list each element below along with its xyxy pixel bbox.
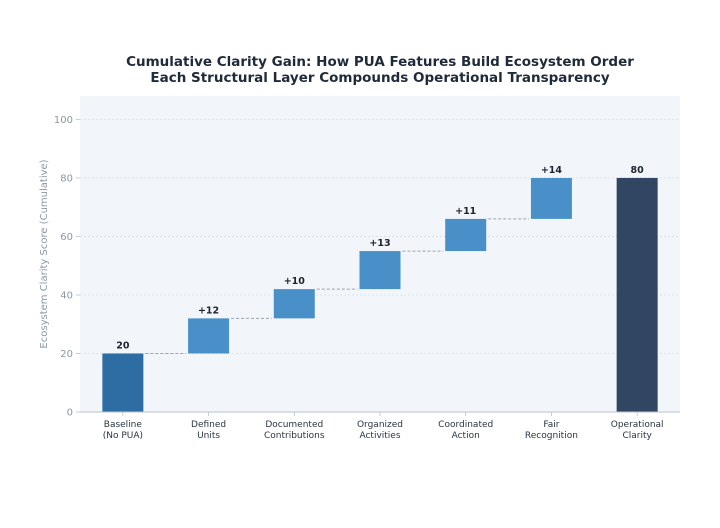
value-labels: 20 +12 +10 +13 +11 +14 80 [116,165,644,352]
x-tick-label-3-0: Organized [357,420,403,430]
x-tick-label-1-0: Defined [191,420,226,430]
x-tick-label-5-0: Fair [543,420,559,430]
x-tick-label-5-1: Recognition [525,431,578,441]
bar-1 [188,318,230,354]
bar-value-label-2: +10 [284,276,306,287]
bar-value-label-0: 20 [116,340,130,351]
x-tick-label-2-1: Contributions [264,431,325,441]
bar-0 [102,353,144,412]
x-tick-label-1-1: Units [197,431,220,441]
y-tick-label-80: 80 [60,173,73,184]
y-axis-label: Ecosystem Clarity Score (Cumulative) [39,159,50,348]
y-tick-label-20: 20 [60,349,73,360]
bar-value-label-6: 80 [631,165,645,176]
y-tick-label-60: 60 [60,232,73,243]
bars [102,177,658,412]
bar-value-label-1: +12 [198,305,219,316]
x-tick-label-3-1: Activities [359,431,400,441]
bar-4 [445,218,487,252]
x-tick-label-6-1: Clarity [622,431,652,441]
bar-value-label-5: +14 [541,165,563,176]
chart-title-line-1: Cumulative Clarity Gain: How PUA Feature… [126,54,634,70]
x-tick-label-4-1: Action [452,431,480,441]
x-tick-label-4-0: Coordinated [438,420,493,430]
x-tick-label-0-1: (No PUA) [103,431,143,441]
y-axis: 0 20 40 60 80 100 [54,115,680,419]
connector-lines [145,218,529,354]
bar-3 [359,251,401,290]
x-tick-label-6-0: Operational [611,420,664,430]
bar-6 [616,177,658,412]
y-tick-label-100: 100 [54,115,73,126]
chart-title-line-2: Each Structural Layer Compounds Operatio… [150,70,609,86]
x-tick-label-0-0: Baseline [104,420,143,430]
x-axis: Baseline(No PUA)DefinedUnitsDocumentedCo… [103,412,664,441]
y-tick-label-0: 0 [67,408,73,419]
bar-value-label-4: +11 [455,206,476,217]
x-tick-label-2-0: Documented [265,420,323,430]
bar-5 [530,177,572,219]
bar-2 [273,289,315,319]
bar-value-label-3: +13 [369,238,390,249]
y-tick-label-40: 40 [60,290,73,301]
